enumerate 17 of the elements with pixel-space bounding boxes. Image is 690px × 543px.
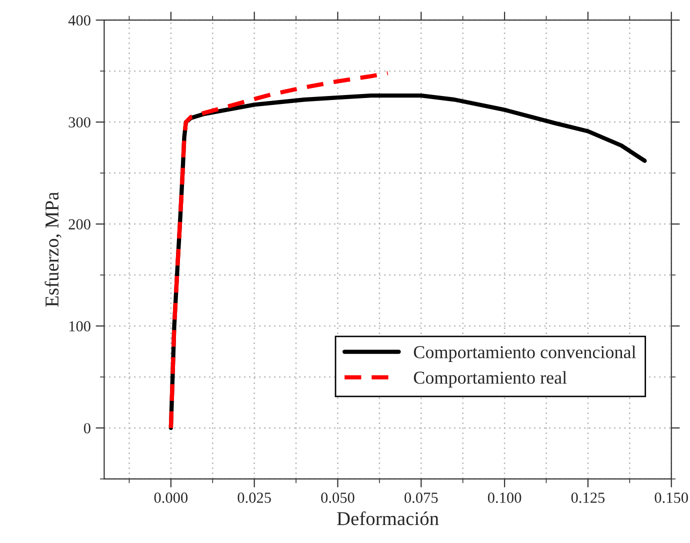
x-tick-label: 0.125: [571, 492, 605, 503]
y-axis-title: Esfuerzo, MPa: [44, 192, 62, 307]
x-tick-label: 0.050: [321, 492, 354, 503]
legend-label: Comportamiento convencional: [414, 346, 636, 362]
y-tick-label: 300: [68, 117, 90, 128]
y-tick-label: 200: [68, 219, 90, 230]
x-tick-label: 0.025: [238, 492, 271, 503]
x-tick-label: 0.075: [404, 492, 438, 503]
y-tick-label: 400: [68, 15, 90, 26]
line-series: [168, 71, 390, 430]
y-tick-label: 0: [84, 423, 90, 434]
x-tick-label: 0.000: [154, 492, 188, 503]
y-tick-label: 100: [69, 321, 90, 332]
x-tick-label: 0.100: [488, 492, 522, 503]
x-axis-title: Deformación: [337, 511, 439, 526]
legend-label: Comportamiento real: [414, 371, 567, 388]
x-tick-label: 0.150: [654, 492, 688, 503]
